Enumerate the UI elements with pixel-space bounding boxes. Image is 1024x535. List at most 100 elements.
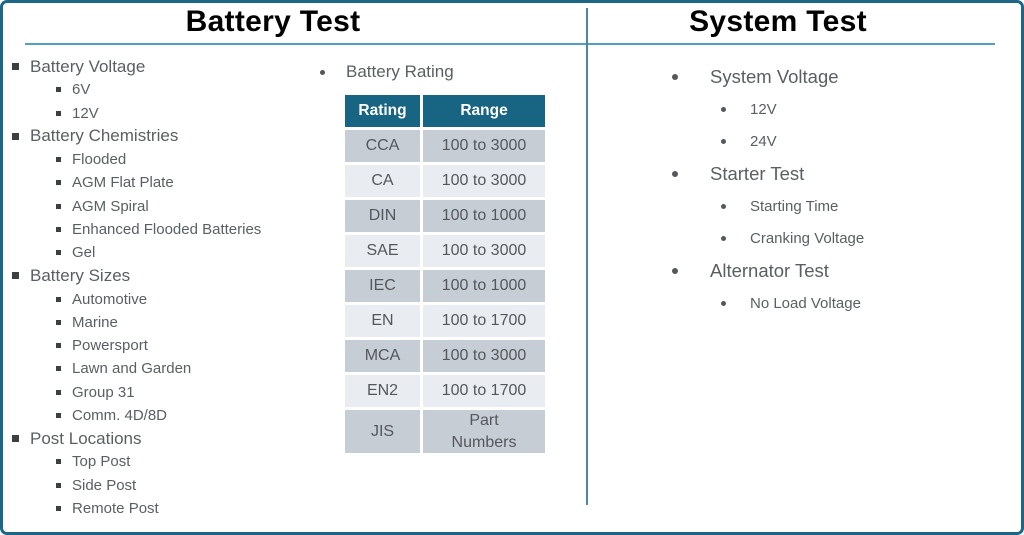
battery-rating-heading-label: Battery Rating: [346, 62, 454, 81]
round-bullet-icon: [721, 236, 726, 242]
list-item-label: Starting Time: [750, 197, 839, 215]
table-cell: 100 to 1700: [423, 375, 545, 410]
list-item-label: Top Post: [72, 453, 131, 471]
square-bullet-icon: [56, 389, 61, 395]
list-item-label: Starter Test: [710, 163, 805, 185]
list-item: Powersport: [3, 334, 338, 357]
table-row: JIS Part Numbers: [345, 410, 545, 457]
list-item: Top Post: [3, 450, 338, 473]
table-row: SAE 100 to 3000: [345, 235, 545, 270]
list-item: Starter Test: [588, 158, 1018, 190]
round-bullet-icon: [721, 203, 726, 209]
list-item: Battery Sizes: [3, 264, 338, 287]
list-item: Post Locations: [3, 427, 338, 450]
table-cell: 100 to 3000: [423, 165, 545, 200]
table-cell: Part Numbers: [423, 410, 545, 457]
round-bullet-icon: [320, 69, 325, 75]
list-item: Starting Time: [588, 190, 1018, 222]
list-item: 12V: [588, 93, 1018, 125]
round-bullet-icon: [672, 74, 678, 81]
table-cell: SAE: [345, 235, 423, 270]
list-item: 24V: [588, 126, 1018, 158]
list-item-label: Flooded: [72, 151, 127, 169]
system-title-underline: [588, 43, 995, 45]
list-item: 6V: [3, 78, 338, 101]
list-item-label: Group 31: [72, 383, 135, 401]
square-bullet-icon: [56, 180, 61, 186]
table-row: MCA 100 to 3000: [345, 340, 545, 375]
table-header-row: Rating Range: [345, 95, 545, 130]
square-bullet-icon: [56, 505, 61, 511]
list-item: Gel: [3, 241, 338, 264]
list-item-label: No Load Voltage: [750, 294, 861, 312]
table-cell: 100 to 1000: [423, 200, 545, 235]
list-item-label: Battery Voltage: [30, 56, 146, 76]
list-item: AGM Spiral: [3, 195, 338, 218]
table-row: EN 100 to 1700: [345, 305, 545, 340]
table-cell: 100 to 1000: [423, 270, 545, 305]
list-item: System Voltage: [588, 61, 1018, 93]
square-bullet-icon: [56, 296, 61, 302]
table-cell: 100 to 3000: [423, 235, 545, 270]
list-item-label: Battery Chemistries: [30, 126, 179, 146]
list-item: Comm. 4D/8D: [3, 404, 338, 427]
table-cell: IEC: [345, 270, 423, 305]
list-item-label: Cranking Voltage: [750, 230, 865, 248]
table-header-cell: Range: [423, 95, 545, 130]
table-row: IEC 100 to 1000: [345, 270, 545, 305]
list-item: Lawn and Garden: [3, 357, 338, 380]
list-item: Battery Voltage: [3, 55, 338, 78]
list-item: Side Post: [3, 474, 338, 497]
table-cell: JIS: [345, 410, 423, 457]
battery-test-title: Battery Test: [185, 5, 361, 38]
list-item: Flooded: [3, 148, 338, 171]
table-cell: CA: [345, 165, 423, 200]
square-bullet-icon: [56, 319, 61, 325]
list-item-label: Battery Sizes: [30, 265, 131, 285]
battery-title-underline: [25, 43, 588, 45]
list-item-label: 6V: [72, 81, 91, 99]
list-item-label: 12V: [72, 104, 99, 122]
list-item-label: Side Post: [72, 476, 137, 494]
system-test-title: System Test: [689, 5, 867, 38]
square-bullet-icon: [12, 63, 19, 71]
list-item-label: Enhanced Flooded Batteries: [72, 220, 262, 238]
list-item-label: AGM Flat Plate: [72, 174, 174, 192]
table-cell: 100 to 3000: [423, 340, 545, 375]
table-cell: 100 to 3000: [423, 130, 545, 165]
square-bullet-icon: [56, 366, 61, 372]
panel-divider: [586, 8, 588, 505]
list-item: Cranking Voltage: [588, 222, 1018, 254]
list-item: No Load Voltage: [588, 287, 1018, 319]
table-row: EN2 100 to 1700: [345, 375, 545, 410]
list-item: AGM Flat Plate: [3, 171, 338, 194]
table-cell: EN: [345, 305, 423, 340]
list-item: 12V: [3, 102, 338, 125]
list-item-label: Post Locations: [30, 428, 142, 448]
square-bullet-icon: [56, 87, 61, 93]
battery-outline-list: Battery Voltage 6V 12V Battery Chemistries F…: [3, 55, 338, 520]
table-row: CCA 100 to 3000: [345, 130, 545, 165]
list-item-label: Remote Post: [72, 499, 159, 517]
table-header-cell: Rating: [345, 95, 423, 130]
round-bullet-icon: [672, 267, 678, 274]
list-item-label: Automotive: [72, 290, 148, 308]
list-item: Automotive: [3, 288, 338, 311]
square-bullet-icon: [56, 203, 61, 209]
list-item: Battery Chemistries: [3, 125, 338, 148]
table-cell: CCA: [345, 130, 423, 165]
table-cell: DIN: [345, 200, 423, 235]
battery-rating-heading: Battery Rating: [320, 61, 454, 83]
list-item-label: Gel: [72, 244, 96, 262]
list-item: Group 31: [3, 381, 338, 404]
square-bullet-icon: [56, 412, 61, 418]
list-item-label: AGM Spiral: [72, 197, 149, 215]
list-item-label: Powersport: [72, 337, 148, 355]
square-bullet-icon: [56, 157, 61, 163]
list-item-label: System Voltage: [710, 66, 839, 88]
square-bullet-icon: [56, 110, 61, 116]
system-outline-list: System Voltage 12V 24V Starter Test Starting…: [588, 61, 1018, 319]
square-bullet-icon: [56, 250, 61, 256]
list-item: Marine: [3, 311, 338, 334]
